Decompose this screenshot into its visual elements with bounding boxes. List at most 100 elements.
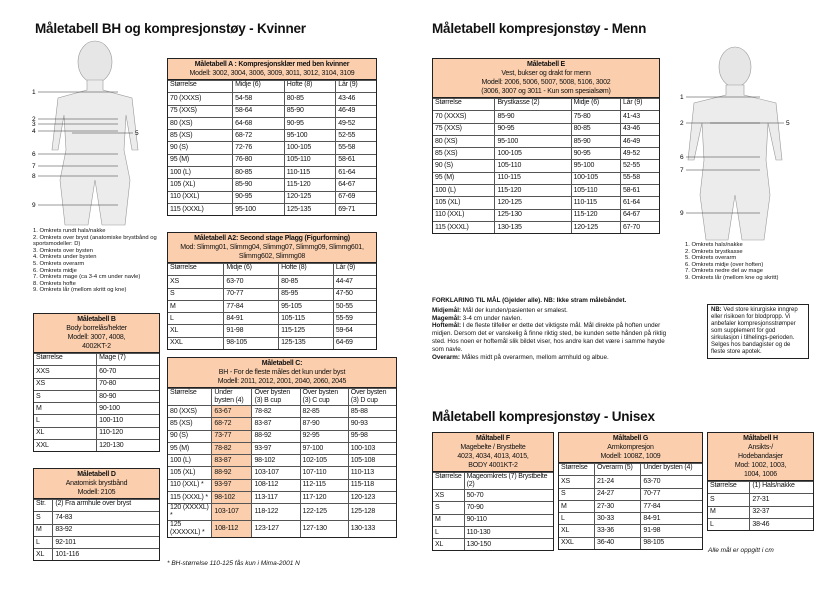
header-line: Måletabell E [526, 61, 566, 68]
row: XXL 120-130 [34, 439, 159, 452]
row: 110 (XXL) 90-95 120-125 67-69 [168, 190, 376, 204]
cell: 85-88 [347, 404, 396, 419]
cell: 120-123 [347, 491, 396, 505]
cell: 90-100 [96, 402, 159, 416]
table-header: Måletabell A : Kompresjonsklær med ben k… [168, 59, 376, 80]
footnote: Alle mål er oppgitt i cm [708, 547, 774, 554]
cell: 105-110 [570, 184, 621, 198]
cell: M [559, 499, 596, 514]
row: 100 (L) 115-120 105-110 58-61 [433, 184, 659, 198]
cell: 84-91 [223, 312, 280, 326]
row: L 30-33 84-91 [559, 512, 702, 526]
cell: 110 (XXL) [168, 190, 234, 204]
header-line: Body borrelås/hekter [66, 325, 127, 332]
row: 100 (L) 83-87 98-102 102-105 105-108 [168, 454, 396, 468]
cell: XL [34, 548, 54, 561]
cell: 85-90 [494, 110, 572, 124]
cell: 90 (S) [168, 429, 213, 443]
cell: 110-113 [347, 466, 396, 480]
cell: 127-130 [299, 520, 349, 538]
cell: 52-55 [619, 159, 659, 173]
header-line: BH - For de fleste måles det kun under b… [218, 369, 346, 376]
cell: 110-120 [96, 426, 159, 441]
cell: 105-108 [347, 454, 396, 468]
cell: 115-125 [278, 324, 334, 338]
table-header: Måletabell B Body borrelås/hekter Modell: … [34, 314, 159, 353]
table: Størrelse Midje (6) Hofte (8) Lår (9) 70 (XX… [168, 79, 376, 216]
cell: 95-100 [494, 134, 572, 149]
cell: 98-102 [211, 491, 253, 505]
table-header: Måletabell E Vest, bukser og drakt for me… [433, 59, 659, 98]
column-header: Midje (6) [232, 79, 285, 94]
table: Størrelse (1) Hals/nakke S 27-31 M 32-37 L 38-4… [708, 480, 813, 531]
cell: 27-30 [594, 499, 642, 514]
row: 95 (M) 78-82 93-97 97-100 100-103 [168, 441, 396, 456]
cell: 67-70 [619, 220, 659, 234]
header-row: Størrelse Under bysten (4) Over bysten (3)… [168, 388, 396, 406]
cell: XS [433, 488, 465, 503]
cell: 125 (XXXXXL) * [168, 520, 213, 538]
cell: M [34, 523, 54, 537]
row: 125 (XXXXXL) * 108-112 123-127 127-130 130-1… [168, 520, 396, 538]
column-header: Under bysten (4) [211, 388, 253, 406]
cell: L [168, 312, 225, 326]
cell: 130-135 [494, 220, 572, 234]
figure-label: 4 [32, 128, 36, 135]
cell: 107-110 [299, 466, 349, 480]
legend-item: 8. Omkrets hofte [33, 280, 76, 287]
row: M 27-30 77-84 [559, 499, 702, 514]
men-title: Måletabell kompresjonstøy - Menn [432, 21, 647, 36]
legend-item: 9. Omkrets lår (mellom kne og skritt) [685, 274, 779, 281]
table: Størrelse Brystkasse (2) Midje (6) Lår (9) 7… [433, 97, 659, 234]
explanation-item: Midjemål: Mål der kunden/pasienten er sm… [432, 307, 677, 315]
cell: 110-115 [283, 166, 337, 180]
header-line: Mod: 1002, 1003, [734, 462, 787, 469]
header-row: Størrelse Mage (7) [34, 352, 159, 367]
header-line: Modell: 3002, 3004, 3006, 3009, 3011, 30… [189, 70, 355, 77]
legend-item: 4. Omkrets under bysten [33, 254, 97, 261]
cell: 105 (XL) [168, 178, 234, 192]
header-line: 4002KT-2 [82, 343, 111, 350]
cell: 27-31 [749, 493, 813, 507]
cell: 90-110 [463, 513, 553, 527]
table: Størrelse Mage (7) XXS 60-70 XS 70-80 S 80-90 M 9… [34, 352, 159, 452]
column-header: Størrelse [168, 79, 234, 94]
cell: 118-122 [251, 503, 301, 522]
column-header: Brystkasse (2) [494, 97, 572, 112]
cell: 90-95 [570, 147, 621, 161]
row: S 80-90 [34, 389, 159, 404]
cell: 92-95 [299, 429, 349, 443]
cell: 80-85 [570, 122, 621, 136]
cell: 83-87 [211, 454, 253, 468]
cell: 70-80 [96, 377, 159, 391]
header-line: Modell: 3007, 4008, [67, 334, 126, 341]
row: XXS 60-70 [34, 365, 159, 379]
cell: 100-105 [570, 171, 621, 186]
column-header: Hofte (8) [278, 262, 334, 277]
header-line: Modell: 1008Z, 1009 [600, 453, 661, 460]
cell: 58-61 [335, 153, 376, 168]
cell: 117-120 [299, 491, 349, 505]
cell: 76-80 [232, 153, 285, 168]
explanation-heading: FORKLARING TIL MÅL (Gjelder alle). NB: I… [432, 297, 627, 304]
legend-item: 6. Omkrets midje (over hoften) [685, 261, 764, 268]
cell: 130-133 [347, 520, 396, 538]
cell: 95 (M) [433, 171, 496, 186]
row: S 74-83 [34, 511, 159, 525]
cell: 98-105 [640, 536, 702, 550]
header-line: Modell: 2105 [77, 489, 116, 496]
cell: 103-107 [211, 503, 253, 522]
legend-item: 1. Omkrets hals/nakke [685, 242, 743, 248]
cell: L [708, 517, 751, 531]
cell: 72-76 [232, 141, 285, 155]
cell: XXS [34, 365, 98, 379]
cell: 55-58 [619, 171, 659, 186]
cell: 33-36 [594, 524, 642, 538]
row: M 90-110 [433, 513, 553, 527]
cell: 43-46 [619, 122, 659, 136]
cell: 85 (XS) [168, 129, 234, 143]
column-header: Størrelse [34, 352, 98, 367]
cell: 32-37 [749, 505, 813, 519]
cell: 63-70 [223, 275, 280, 289]
cell: 91-98 [640, 524, 702, 538]
